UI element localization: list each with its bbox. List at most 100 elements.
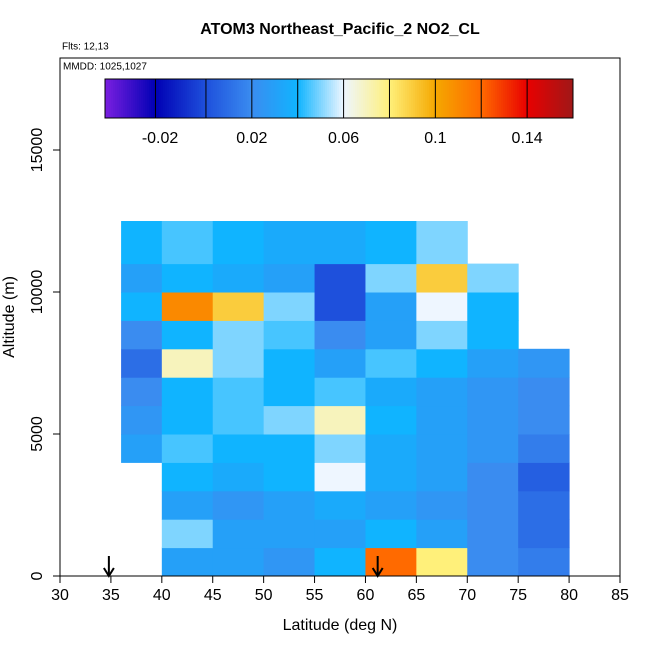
heatmap-cell xyxy=(212,519,265,549)
heatmap-cell xyxy=(161,490,214,520)
heatmap-cell xyxy=(416,263,468,293)
heatmap-cell xyxy=(416,519,468,549)
colorbar-swatch xyxy=(485,79,488,118)
colorbar-swatch xyxy=(543,79,546,118)
colorbar-swatch xyxy=(571,79,574,118)
colorbar-swatch xyxy=(301,79,304,118)
colorbar-swatch xyxy=(173,79,176,118)
colorbar-swatch xyxy=(545,79,548,118)
annotation: MMDD: 1025,1027 xyxy=(63,62,147,73)
colorbar-swatch xyxy=(287,79,290,118)
heatmap-cell xyxy=(212,405,265,435)
colorbar-swatch xyxy=(239,79,242,118)
heatmap-cell xyxy=(518,547,570,577)
heatmap-cell xyxy=(518,405,570,435)
colorbar-swatch xyxy=(455,79,458,118)
colorbar-swatch xyxy=(567,79,570,118)
colorbar-swatch xyxy=(473,79,476,118)
heatmap-cell xyxy=(365,405,417,435)
colorbar-swatch xyxy=(515,79,518,118)
heatmap-cell xyxy=(416,348,468,378)
x-tick-label: 60 xyxy=(357,587,375,604)
heatmap-cell xyxy=(365,434,417,463)
heatmap-cell xyxy=(365,348,417,378)
colorbar-swatch xyxy=(487,79,490,118)
colorbar-swatch xyxy=(491,79,494,118)
colorbar-swatch xyxy=(149,79,152,118)
colorbar-swatch xyxy=(493,79,496,118)
colorbar-swatch xyxy=(177,79,180,118)
colorbar-swatch xyxy=(129,79,132,118)
heatmap-cell xyxy=(263,434,316,463)
y-axis-label: Altitude (m) xyxy=(1,276,18,358)
heatmap-cell xyxy=(212,434,265,463)
colorbar-swatch xyxy=(561,79,564,118)
colorbar-swatch xyxy=(531,79,534,118)
heatmap-cell xyxy=(263,405,316,435)
heatmap-cell xyxy=(467,405,519,435)
heatmap-cell xyxy=(365,462,417,492)
colorbar-swatch xyxy=(505,79,508,118)
colorbar-swatch xyxy=(479,79,482,118)
colorbar-swatch xyxy=(191,79,194,118)
colorbar-swatch xyxy=(285,79,288,118)
x-tick-label: 80 xyxy=(560,587,578,604)
heatmap-cell xyxy=(314,348,366,378)
colorbar-swatch xyxy=(295,79,298,118)
heatmap-cell xyxy=(467,434,519,463)
colorbar-swatch xyxy=(229,79,232,118)
heatmap-cell xyxy=(314,547,366,577)
colorbar-swatch xyxy=(381,79,384,118)
heatmap-cell xyxy=(467,263,519,293)
colorbar-swatch xyxy=(509,79,512,118)
colorbar-swatch xyxy=(247,79,250,118)
colorbar-swatch xyxy=(141,79,144,118)
colorbar-swatch xyxy=(453,79,456,118)
colorbar-swatch xyxy=(165,79,168,118)
colorbar-swatch xyxy=(387,79,390,118)
colorbar-swatch xyxy=(341,79,344,118)
heatmap-cell xyxy=(121,263,163,293)
x-tick-label: 75 xyxy=(509,587,527,604)
colorbar-swatch xyxy=(427,79,430,118)
heatmap-cell xyxy=(212,263,265,293)
colorbar-swatch xyxy=(193,79,196,118)
colorbar-swatch xyxy=(519,79,522,118)
colorbar-swatch xyxy=(255,79,258,118)
colorbar-swatch xyxy=(497,79,500,118)
colorbar-swatch xyxy=(533,79,536,118)
x-tick-label: 45 xyxy=(204,587,222,604)
colorbar-swatch xyxy=(367,79,370,118)
heatmap-cell xyxy=(365,292,417,321)
colorbar-swatch xyxy=(347,79,350,118)
colorbar-swatch xyxy=(105,79,108,118)
colorbar-tick-label: 0.02 xyxy=(236,130,267,147)
heatmap-cell xyxy=(365,263,417,293)
colorbar-swatch xyxy=(521,79,524,118)
colorbar-swatch xyxy=(331,79,334,118)
colorbar-swatch xyxy=(131,79,134,118)
y-tick-label: 5000 xyxy=(29,416,46,452)
x-tick-label: 65 xyxy=(407,587,425,604)
colorbar-swatch xyxy=(399,79,402,118)
colorbar-swatch xyxy=(119,79,122,118)
plot-frame xyxy=(59,57,621,577)
colorbar-swatch xyxy=(147,79,150,118)
colorbar-swatch xyxy=(431,79,434,118)
colorbar-swatch xyxy=(145,79,148,118)
colorbar-swatch xyxy=(457,79,460,118)
colorbar-swatch xyxy=(227,79,230,118)
colorbar-swatch xyxy=(363,79,366,118)
colorbar-swatch xyxy=(441,79,444,118)
colorbar-swatch xyxy=(443,79,446,118)
colorbar-swatch xyxy=(151,79,154,118)
colorbar-swatch xyxy=(415,79,418,118)
colorbar-swatch xyxy=(109,79,112,118)
colorbar-swatch xyxy=(291,79,294,118)
heatmap-cell xyxy=(263,263,316,293)
colorbar-swatch xyxy=(243,79,246,118)
colorbar-swatch xyxy=(317,79,320,118)
colorbar-swatch xyxy=(477,79,480,118)
heatmap-cell xyxy=(314,434,366,463)
colorbar-swatch xyxy=(183,79,186,118)
